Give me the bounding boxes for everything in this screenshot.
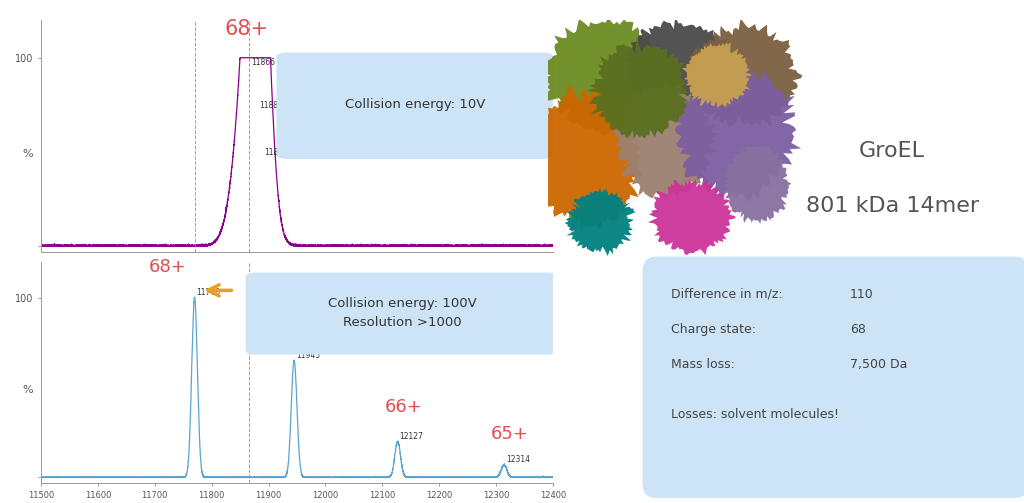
Text: Mass loss:: Mass loss:: [671, 358, 734, 371]
Text: 801 kDa 14mer: 801 kDa 14mer: [806, 196, 979, 216]
PathPatch shape: [564, 188, 636, 256]
PathPatch shape: [648, 179, 735, 255]
PathPatch shape: [587, 38, 688, 139]
FancyBboxPatch shape: [246, 273, 558, 355]
PathPatch shape: [611, 82, 720, 201]
Text: 68+: 68+: [148, 258, 186, 276]
PathPatch shape: [543, 18, 670, 135]
Text: %: %: [23, 149, 34, 159]
Text: 68: 68: [850, 323, 865, 336]
Text: GroEL: GroEL: [859, 141, 925, 161]
Text: Charge state:: Charge state:: [671, 323, 756, 336]
Text: 11945: 11945: [296, 351, 319, 360]
Text: 11866: 11866: [251, 58, 274, 67]
Text: Losses: solvent molecules!: Losses: solvent molecules!: [671, 408, 839, 422]
Text: 65+: 65+: [490, 426, 528, 443]
Text: 67+: 67+: [282, 317, 319, 336]
FancyBboxPatch shape: [642, 257, 1024, 498]
PathPatch shape: [686, 18, 803, 128]
Text: 12127: 12127: [399, 432, 423, 441]
PathPatch shape: [722, 145, 792, 224]
FancyBboxPatch shape: [276, 52, 553, 159]
Text: 110: 110: [850, 288, 873, 301]
Text: Collision energy: 10V: Collision energy: 10V: [344, 98, 485, 111]
Text: 11889: 11889: [264, 148, 288, 157]
PathPatch shape: [525, 83, 643, 233]
PathPatch shape: [672, 65, 801, 203]
Text: 7,500 Da: 7,500 Da: [850, 358, 907, 371]
Text: 11881: 11881: [259, 101, 284, 110]
Text: %: %: [23, 385, 34, 395]
PathPatch shape: [624, 17, 738, 111]
PathPatch shape: [682, 43, 752, 108]
Text: Collision energy: 100V
Resolution >1000: Collision energy: 100V Resolution >1000: [328, 297, 476, 329]
Text: 68+: 68+: [225, 19, 269, 39]
Text: 12314: 12314: [506, 455, 529, 464]
Text: Difference in m/z:: Difference in m/z:: [671, 288, 782, 301]
Text: 11770: 11770: [197, 288, 220, 297]
Text: 66+: 66+: [384, 398, 422, 416]
